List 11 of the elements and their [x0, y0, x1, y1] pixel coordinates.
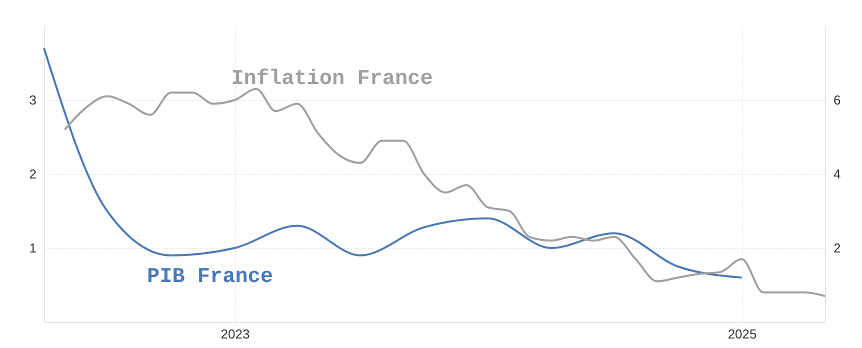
y-tick-label: 3	[29, 92, 36, 108]
x-tick-label: 2025	[728, 326, 757, 342]
y2-tick-label: 2	[834, 240, 841, 256]
y-tick-label: 2	[29, 166, 36, 182]
y-tick-label: 1	[29, 240, 36, 256]
x-tick-label: 2023	[220, 326, 250, 342]
line-series	[64, 88, 826, 298]
series-label: Inflation France	[231, 68, 433, 91]
y2-tick-label: 4	[834, 166, 841, 182]
series-label: PIB France	[146, 266, 274, 289]
y2-tick-label: 6	[834, 92, 841, 108]
